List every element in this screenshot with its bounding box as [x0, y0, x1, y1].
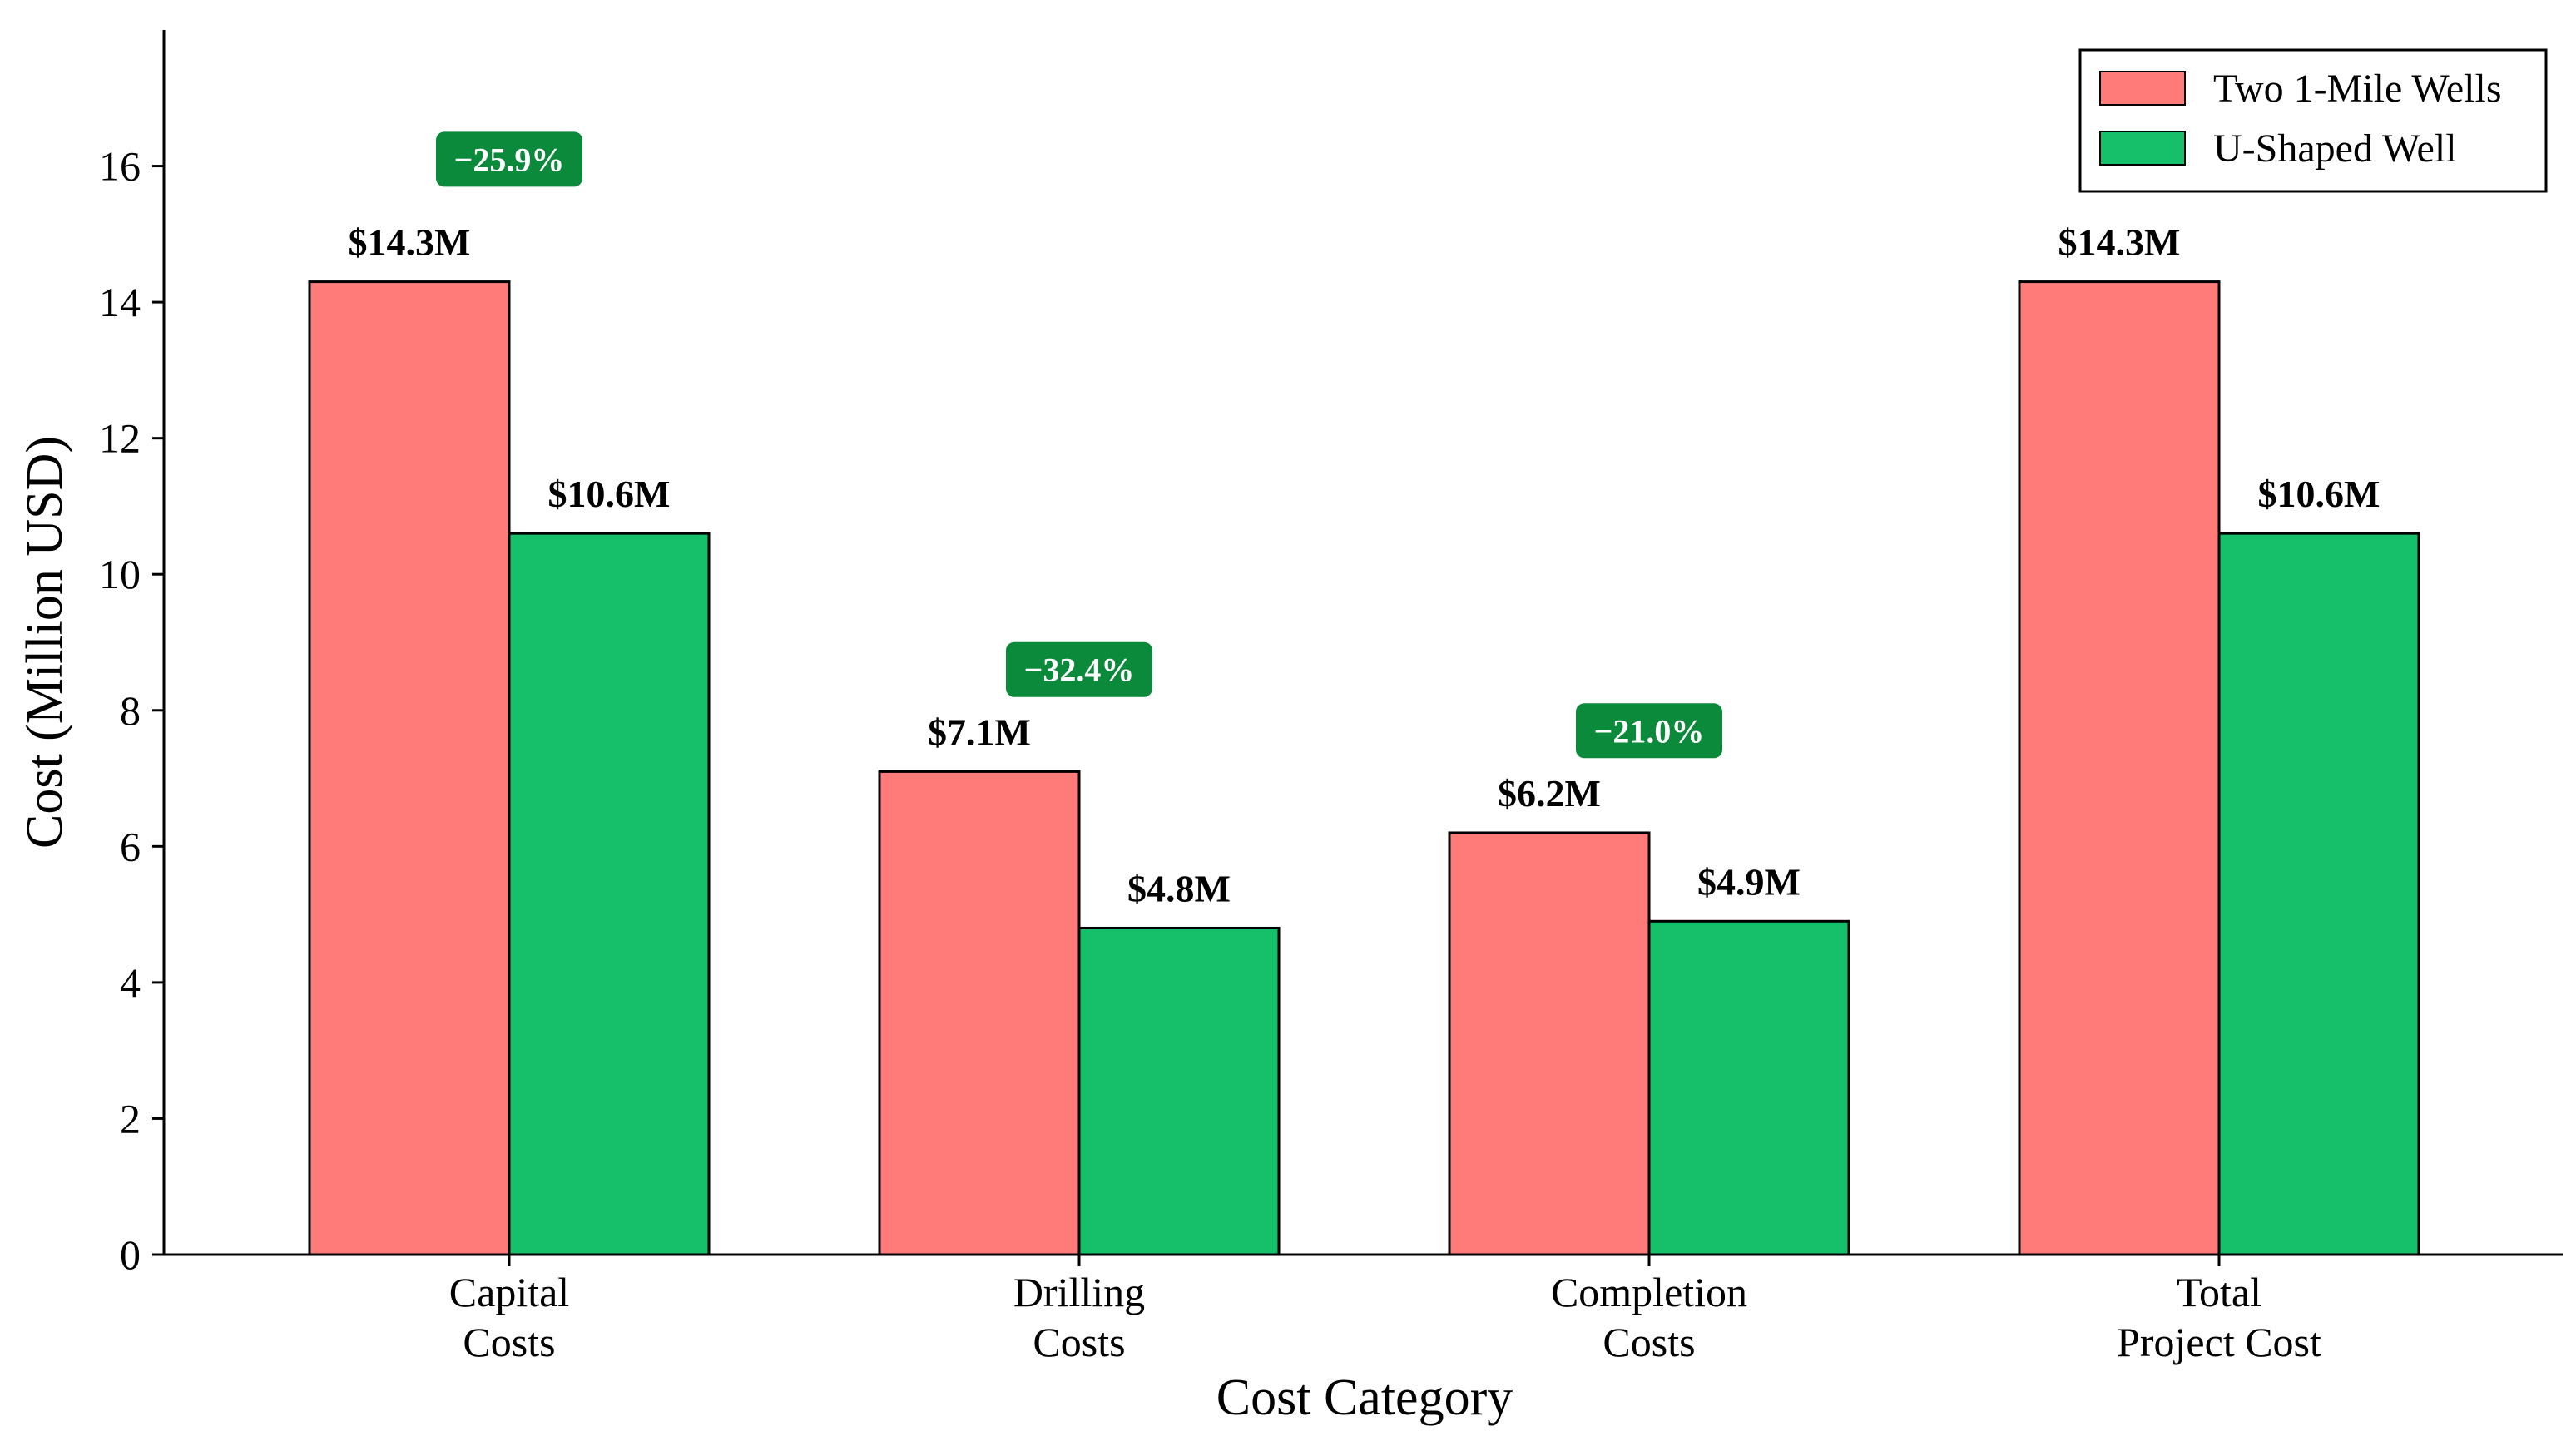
- bar-two-wells-1: [878, 770, 1081, 1256]
- bar-u-shaped-1: [1077, 926, 1281, 1256]
- axes-layer: 0246810121416CapitalCostsDrillingCostsCo…: [17, 30, 2563, 1426]
- data-label-1-3: $10.6M: [2258, 473, 2380, 515]
- change-badge-text-0: −25.9%: [454, 141, 565, 178]
- bars-layer: [308, 280, 2420, 1256]
- change-badge-text-2: −21.0%: [1594, 712, 1705, 750]
- y-tick-label-6: 6: [120, 823, 141, 869]
- data-label-0-1: $7.1M: [928, 711, 1031, 753]
- y-tick-label-12: 12: [99, 415, 141, 462]
- x-tick-label-3-0: Total: [2177, 1269, 2261, 1315]
- legend: Two 1-Mile Wells U-Shaped Well: [2078, 48, 2548, 193]
- x-tick-label-1-1: Costs: [1033, 1319, 1125, 1365]
- x-tick-label-0-1: Costs: [463, 1319, 555, 1365]
- y-axis-title: Cost (Million USD): [17, 436, 73, 849]
- legend-label-1: U-Shaped Well: [2213, 126, 2457, 171]
- change-badge-text-1: −32.4%: [1024, 651, 1135, 689]
- data-label-1-0: $10.6M: [548, 473, 671, 515]
- bar-u-shaped-3: [2217, 532, 2420, 1256]
- y-tick-label-4: 4: [120, 959, 141, 1006]
- data-label-0-0: $14.3M: [349, 221, 471, 264]
- data-label-1-1: $4.8M: [1127, 867, 1231, 909]
- labels-layer: $14.3M $7.1M $6.2M $14.3M $10.6M $4.8M $4.9M $1…: [349, 131, 2380, 909]
- bar-two-wells-0: [308, 280, 511, 1256]
- y-tick-label-2: 2: [120, 1095, 141, 1141]
- x-tick-label-1-0: Drilling: [1013, 1269, 1145, 1315]
- bar-u-shaped-0: [508, 532, 711, 1256]
- legend-swatch-1: [2099, 131, 2186, 166]
- data-label-0-2: $6.2M: [1498, 772, 1601, 815]
- y-tick-label-10: 10: [99, 551, 141, 597]
- data-label-1-2: $4.9M: [1697, 860, 1801, 903]
- x-tick-label-0-0: Capital: [449, 1269, 569, 1315]
- bar-u-shaped-2: [1647, 919, 1850, 1256]
- x-tick-label-2-0: Completion: [1551, 1269, 1747, 1315]
- y-tick-label-14: 14: [99, 279, 141, 325]
- bar-two-wells-2: [1448, 831, 1651, 1256]
- legend-swatch-0: [2099, 71, 2186, 106]
- change-badge-2: [1576, 703, 1722, 759]
- x-axis-title: Cost Category: [1216, 1369, 1513, 1426]
- y-tick-label-0: 0: [120, 1231, 141, 1278]
- x-tick-label-2-1: Costs: [1603, 1319, 1695, 1365]
- y-tick-label-16: 16: [99, 143, 141, 190]
- y-tick-label-8: 8: [120, 687, 141, 734]
- data-label-0-3: $14.3M: [2058, 221, 2181, 264]
- x-tick-label-3-1: Project Cost: [2117, 1319, 2321, 1365]
- bar-two-wells-3: [2018, 280, 2221, 1256]
- legend-label-0: Two 1-Mile Wells: [2213, 67, 2502, 111]
- change-badge-0: [436, 131, 582, 187]
- change-badge-1: [1006, 641, 1152, 697]
